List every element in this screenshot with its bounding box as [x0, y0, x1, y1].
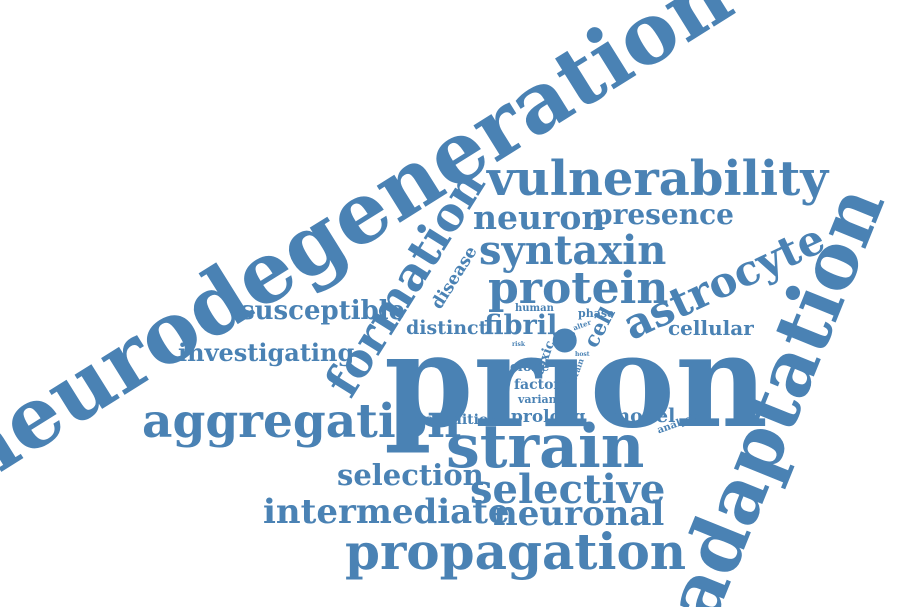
word-variant: variant	[518, 393, 562, 406]
word-syntaxin: syntaxin	[479, 227, 667, 274]
word-distinct: distinct	[406, 317, 488, 339]
word-cellular: cellular	[668, 316, 754, 340]
word-investigating: investigating	[178, 338, 355, 367]
word-condition: condition	[424, 412, 499, 428]
word-vitro: vitro	[552, 330, 576, 340]
word-propagation: propagation	[345, 522, 687, 581]
word-fibril: fibril	[484, 310, 558, 341]
word-strain: strain	[446, 412, 645, 482]
word-neuronal: neuronal	[493, 494, 665, 534]
word-presence: presence	[593, 198, 734, 231]
word-intermediate: intermediate	[263, 492, 510, 532]
word-protein: protein	[488, 263, 669, 314]
word-aggregation: aggregation	[142, 394, 462, 449]
word-selection: selection	[337, 458, 484, 492]
word-selective: selective	[470, 466, 666, 513]
word-host: host	[575, 351, 590, 358]
word-clone: clone	[510, 360, 550, 375]
word-risk: risk	[512, 341, 525, 348]
word-neuron: neuron	[473, 198, 606, 237]
word-phase: phase	[578, 307, 615, 320]
word-factor: factor	[514, 377, 561, 393]
word-human: human	[515, 303, 554, 314]
word-model: model	[610, 405, 676, 427]
word-susceptible: susceptible	[240, 296, 406, 326]
word-vulnerability: vulnerability	[487, 151, 829, 207]
word-self: self	[562, 378, 575, 385]
word-prolong: prolong	[511, 407, 586, 427]
word-prion: prion	[384, 307, 768, 457]
